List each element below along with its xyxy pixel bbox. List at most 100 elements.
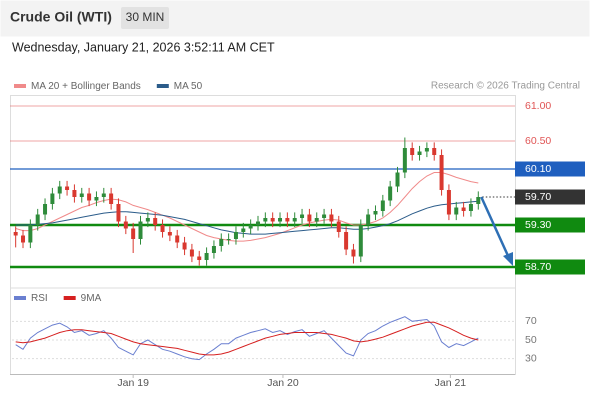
candle-body: [226, 239, 231, 240]
level-label: 58.70: [525, 261, 551, 273]
candle-body: [424, 148, 429, 152]
candle-body: [255, 221, 260, 225]
candle-body: [461, 207, 466, 211]
candle-body: [28, 225, 33, 243]
level-label: 60.50: [525, 135, 551, 147]
candle-body: [388, 186, 393, 201]
candle-body: [233, 232, 238, 239]
candle-body: [292, 218, 297, 222]
candle-body: [21, 235, 26, 243]
candle-body: [182, 242, 187, 250]
level-label: 60.10: [525, 163, 551, 175]
level-box: [515, 217, 585, 233]
candle-body: [439, 155, 444, 190]
interval: 30 MIN: [126, 10, 165, 24]
candle-body: [285, 218, 290, 222]
candle-body: [468, 204, 473, 211]
candle-body: [204, 253, 209, 260]
candle-body: [380, 200, 385, 211]
legend-swatch: [14, 296, 26, 300]
candle-body: [167, 232, 172, 236]
candle-body: [211, 246, 216, 253]
candle-body: [35, 214, 40, 225]
candle-body: [189, 249, 194, 257]
forecast-arrowhead: [503, 252, 513, 266]
candle-body: [79, 193, 84, 197]
candle-body: [329, 214, 334, 222]
ma-line: [15, 200, 479, 235]
level-box: [515, 189, 585, 205]
rsi-tick-label: 70: [525, 315, 537, 327]
chart-title: Crude Oil (WTI): [10, 9, 112, 25]
legend-swatch: [156, 84, 169, 88]
candle-body: [94, 197, 99, 201]
legend-label: MA 20 + Bollinger Bands: [31, 81, 141, 92]
interval-badge: [121, 7, 169, 29]
candle-body: [373, 211, 378, 215]
forecast-arrow: [480, 196, 511, 259]
candle-body: [322, 214, 327, 218]
candle-body: [454, 207, 459, 215]
candle-body: [138, 221, 143, 239]
candle-body: [65, 186, 70, 190]
candle-body: [87, 193, 92, 201]
legend-label: 9MA: [81, 293, 102, 304]
candle-body: [402, 148, 407, 173]
candle-body: [300, 214, 305, 218]
rsi-line: [15, 321, 479, 356]
candle-body: [160, 225, 165, 232]
legend-label: MA 50: [174, 81, 203, 92]
x-tick-label: Jan 20: [267, 377, 299, 389]
ma-line: [15, 172, 479, 242]
candle-body: [43, 204, 48, 215]
candle-body: [248, 225, 253, 229]
candle-body: [446, 190, 451, 215]
header-bar: [0, 0, 590, 37]
candle-body: [336, 221, 341, 232]
candle-body: [101, 193, 106, 197]
legend-label: RSI: [31, 293, 48, 304]
candle-body: [344, 232, 349, 250]
candle-body: [366, 214, 371, 225]
rsi-tick-label: 50: [525, 334, 537, 346]
candle-body: [109, 193, 114, 204]
candle-body: [241, 228, 246, 232]
candle-body: [116, 204, 121, 222]
candle-body: [358, 225, 363, 257]
x-tick-label: Jan 19: [117, 377, 149, 389]
level-label: 59.30: [525, 219, 551, 231]
level-label: 59.70: [525, 191, 551, 203]
level-box: [515, 161, 585, 177]
rsi-tick-label: 30: [525, 352, 537, 364]
source: Research © 2026 Trading Central: [431, 81, 580, 92]
rsi-line: [15, 316, 479, 361]
timestamp: Wednesday, January 21, 2026 3:52:11 AM C…: [12, 40, 275, 54]
candle-body: [270, 218, 275, 222]
candle-body: [13, 232, 18, 236]
candle-body: [50, 193, 55, 204]
legend-swatch: [14, 84, 26, 88]
level-box: [515, 259, 585, 275]
candle-body: [314, 218, 319, 222]
level-label: 61.00: [525, 100, 551, 112]
candle-body: [197, 256, 202, 260]
legend-swatch: [63, 296, 76, 300]
candle-body: [278, 218, 283, 222]
candle-body: [57, 186, 62, 194]
candle-body: [417, 151, 422, 155]
candle-body: [175, 235, 180, 243]
candle-body: [145, 218, 150, 222]
candle-body: [307, 214, 312, 222]
candle-body: [432, 148, 437, 155]
candle-body: [219, 239, 224, 246]
candle-body: [123, 221, 128, 229]
candle-body: [263, 218, 268, 222]
candle-body: [476, 197, 481, 204]
candle-body: [410, 148, 415, 155]
candle-body: [131, 228, 136, 239]
x-tick-label: Jan 21: [435, 377, 467, 389]
candle-body: [153, 218, 158, 225]
candle-body: [72, 190, 77, 197]
candle-body: [351, 249, 356, 257]
